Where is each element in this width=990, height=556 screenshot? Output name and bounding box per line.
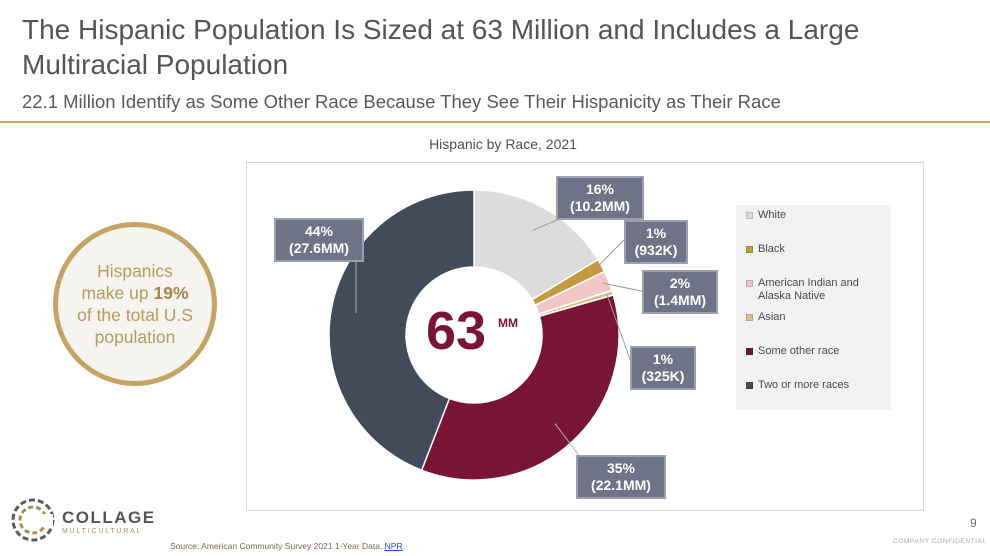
data-label-pct: 2% [669, 275, 691, 291]
center-total-value: 63 [426, 301, 487, 361]
brand-tagline: MULTICULTURAL [62, 528, 143, 535]
leader-line-asian [606, 294, 633, 366]
legend-swatch [746, 212, 753, 219]
legend-label: Some other race [758, 345, 840, 357]
legend-label: Asian [758, 311, 786, 323]
legend-swatch [746, 382, 753, 389]
data-label-aian: 2% (1.4MM) [642, 270, 718, 314]
legend-swatch [746, 314, 753, 321]
highlight-circle: Hispanics make up 19% of the total U.S p… [53, 222, 217, 386]
data-label-black: 1% (932K) [624, 220, 688, 264]
chart-legend: White Black American Indian and Alaska N… [736, 205, 891, 410]
leader-line-black [595, 237, 627, 269]
highlight-text-after: of the total U.S population [77, 305, 193, 347]
data-label-pct: 16% [585, 181, 615, 197]
leader-line-aian [602, 282, 647, 293]
legend-swatch [746, 280, 753, 287]
collage-logo-icon [11, 498, 55, 542]
page-title: The Hispanic Population Is Sized at 63 M… [22, 14, 860, 80]
title-divider [0, 121, 990, 123]
data-label-pct: 1% [645, 225, 667, 241]
data-label-asian: 1% (325K) [630, 346, 696, 390]
data-label-count: (325K) [641, 368, 685, 384]
legend-item-two-or-more: Two or more races [746, 379, 888, 392]
source-link[interactable]: NPR [384, 541, 403, 551]
data-label-count: (932K) [634, 242, 678, 258]
page-number: 9 [970, 516, 977, 530]
brand-name: COLLAGE [62, 508, 156, 527]
center-total-unit: MM [498, 316, 518, 330]
source-text: Source: American Community Survey 2021 1… [170, 541, 385, 551]
data-label-count: (22.1MM) [591, 477, 651, 493]
data-label-two-or-more: 44% (27.6MM) [274, 218, 364, 262]
page-subtitle: 22.1 Million Identify as Some Other Race… [22, 91, 781, 112]
legend-item-some-other: Some other race [746, 345, 888, 358]
legend-item-aian: American Indian and Alaska Native [746, 277, 888, 303]
legend-label: American Indian and Alaska Native [758, 277, 859, 302]
highlight-text: Hispanics make up 19% of the total U.S p… [75, 260, 195, 348]
legend-label: Black [758, 243, 785, 255]
source-note: Source: American Community Survey 2021 1… [170, 541, 403, 551]
data-label-count: (27.6MM) [289, 240, 349, 256]
legend-item-asian: Asian [746, 311, 888, 324]
data-label-count: (1.4MM) [653, 292, 707, 308]
highlight-text-before: Hispanics make up [81, 261, 173, 303]
data-label-count: (10.2MM) [570, 198, 630, 214]
legend-item-white: White [746, 209, 888, 222]
legend-swatch [746, 348, 753, 355]
highlight-value: 19% [153, 283, 189, 303]
legend-label: White [758, 209, 787, 221]
data-label-pct: 1% [652, 351, 674, 367]
legend-swatch [746, 246, 753, 253]
data-label-white: 16% (10.2MM) [556, 176, 644, 220]
legend-item-black: Black [746, 243, 888, 256]
confidential-label: COMPANY CONFIDENTIAL [893, 538, 987, 545]
data-label-pct: 35% [606, 460, 636, 476]
data-label-pct: 44% [304, 223, 334, 239]
chart-title: Hispanic by Race, 2021 [429, 136, 577, 152]
data-label-some-other: 35% (22.1MM) [576, 455, 666, 499]
donut-hole [406, 267, 542, 403]
legend-label: Two or more races [758, 379, 850, 391]
